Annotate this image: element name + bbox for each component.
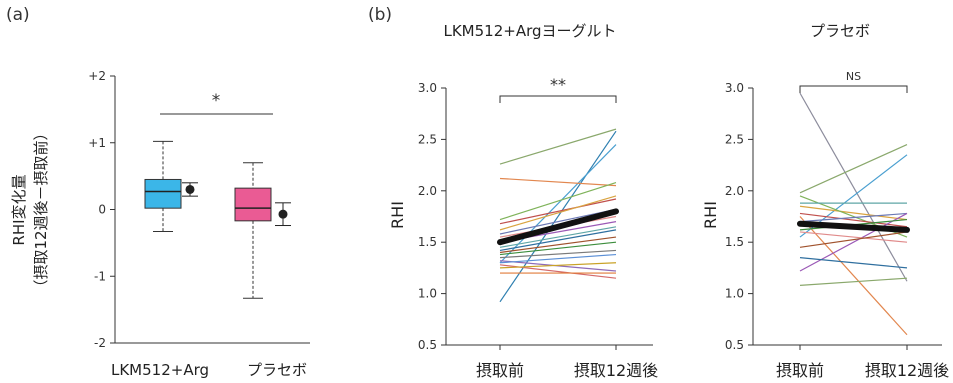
significance-marker: NS (846, 70, 861, 83)
box (234, 187, 272, 222)
subject-line (799, 231, 908, 248)
subject-line (499, 226, 617, 248)
y-tick-label: 1.5 (725, 235, 744, 249)
box-plot-panel: RHI変化量 （摂取12週後－摂取前） +2 +1 0 -1 -2 LKM512+Arg プ… (10, 69, 310, 379)
subject-line (799, 257, 908, 269)
subject-line (499, 182, 617, 221)
subject-line (499, 253, 617, 264)
y-tick-label: 2.0 (725, 184, 744, 198)
y-tick-label: +1 (88, 136, 106, 150)
significance-bracket (799, 85, 908, 93)
panel-b-label: (b) (368, 5, 392, 25)
box-ylabel-sub: （摂取12週後－摂取前） (32, 125, 50, 294)
mean-point (185, 184, 195, 194)
y-tick-label: 1.0 (725, 287, 744, 301)
significance-marker: * (212, 91, 221, 111)
placebo-title: プラセボ (810, 22, 870, 40)
y-tick-label: 2.0 (418, 184, 437, 198)
line-panel-treatment: LKM512+Argヨーグルト RHI 3.0 2.5 2.0 1.5 1.0 0.5 摂取… (388, 22, 658, 380)
significance-bracket (499, 95, 617, 103)
x-category-label: 摂取12週後 (574, 361, 658, 380)
subject-line (499, 195, 617, 231)
treatment-title: LKM512+Argヨーグルト (443, 22, 616, 40)
y-tick-label: 0.5 (418, 338, 437, 352)
x-category-label: LKM512+Arg (111, 361, 209, 379)
treatment-ylabel: RHI (388, 201, 407, 229)
y-tick-label: 2.5 (418, 132, 437, 146)
y-tick-label: 2.5 (725, 132, 744, 146)
significance-marker: ** (550, 75, 566, 94)
x-category-label: 摂取前 (776, 361, 824, 380)
subject-line (499, 177, 617, 187)
subject-line (499, 262, 617, 269)
panel-a-label: (a) (6, 5, 30, 25)
subject-line (799, 92, 908, 282)
x-category-label: 摂取前 (476, 361, 524, 380)
subject-line (499, 144, 617, 264)
box-ylabel: RHI変化量 (10, 174, 28, 245)
line-panel-placebo: プラセボ RHI 3.0 2.5 2.0 1.5 1.0 0.5 摂取前 摂取12週後 NS (701, 22, 949, 380)
mean-line (797, 220, 910, 233)
subject-line (799, 205, 908, 221)
subject-line (499, 249, 617, 259)
subject-line (499, 229, 617, 252)
mean-point (278, 209, 288, 219)
subject-line (799, 143, 908, 194)
y-tick-label: -1 (94, 269, 106, 283)
y-tick-label: 1.5 (418, 235, 437, 249)
subject-line (499, 128, 617, 165)
x-category-label: 摂取12週後 (865, 361, 949, 380)
placebo-ylabel: RHI (701, 201, 720, 229)
subject-line (799, 216, 908, 336)
subject-line (499, 236, 617, 254)
subject-line (799, 277, 908, 286)
y-tick-label: 3.0 (725, 81, 744, 95)
subject-line (799, 212, 908, 228)
subject-line (799, 231, 908, 243)
y-tick-label: 3.0 (418, 81, 437, 95)
y-tick-label: 0.5 (725, 338, 744, 352)
subject-line (799, 212, 908, 272)
y-tick-label: 0 (98, 203, 106, 217)
subject-line (799, 212, 908, 223)
y-tick-label: +2 (88, 69, 106, 83)
y-tick-label: -2 (94, 336, 106, 350)
box (144, 178, 182, 209)
y-tick-label: 1.0 (418, 287, 437, 301)
mean-line (497, 208, 619, 246)
x-category-label: プラセボ (247, 361, 307, 379)
subject-line (499, 198, 617, 225)
subject-line (499, 241, 617, 256)
